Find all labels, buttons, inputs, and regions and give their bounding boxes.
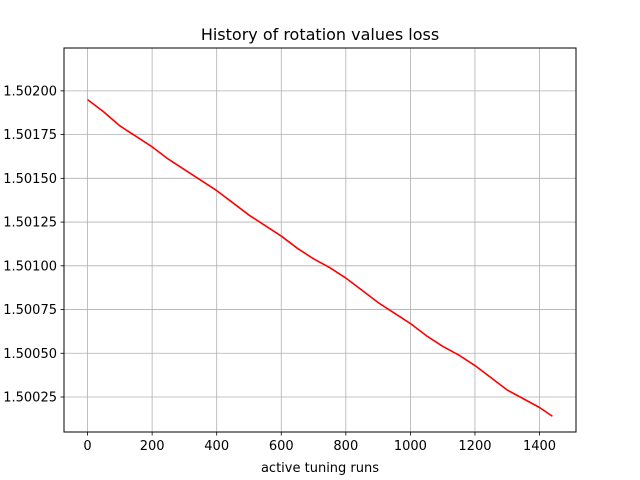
y-tick-label: 1.50050 <box>3 347 57 362</box>
y-tick-label: 1.50025 <box>3 391 57 406</box>
grid <box>64 48 576 432</box>
x-axis-label: active tuning runs <box>261 461 379 476</box>
x-tick-label: 400 <box>204 439 229 454</box>
plot-frame <box>63 47 577 433</box>
y-tick-label: 1.50175 <box>3 128 57 143</box>
x-axis-ticks: 0 200 400 600 800 1000 1200 1400 <box>83 432 556 454</box>
x-tick-label: 0 <box>83 439 91 454</box>
x-tick-label: 1400 <box>523 439 556 454</box>
y-tick-label: 1.50200 <box>3 84 57 99</box>
chart-title: History of rotation values loss <box>201 25 439 44</box>
x-tick-label: 800 <box>333 439 358 454</box>
y-tick-label: 1.50125 <box>3 216 57 231</box>
y-tick-label: 1.50100 <box>3 259 57 274</box>
series-group <box>87 98 553 417</box>
y-tick-label: 1.50075 <box>3 303 57 318</box>
x-tick-label: 200 <box>140 439 165 454</box>
x-tick-label: 1000 <box>394 439 427 454</box>
x-tick-label: 600 <box>269 439 294 454</box>
y-axis-ticks: 1.50025 1.50050 1.50075 1.50100 1.50125 1.501… <box>3 84 64 406</box>
series-line <box>87 98 553 417</box>
x-tick-label: 1200 <box>458 439 491 454</box>
y-tick-label: 1.50150 <box>3 172 57 187</box>
